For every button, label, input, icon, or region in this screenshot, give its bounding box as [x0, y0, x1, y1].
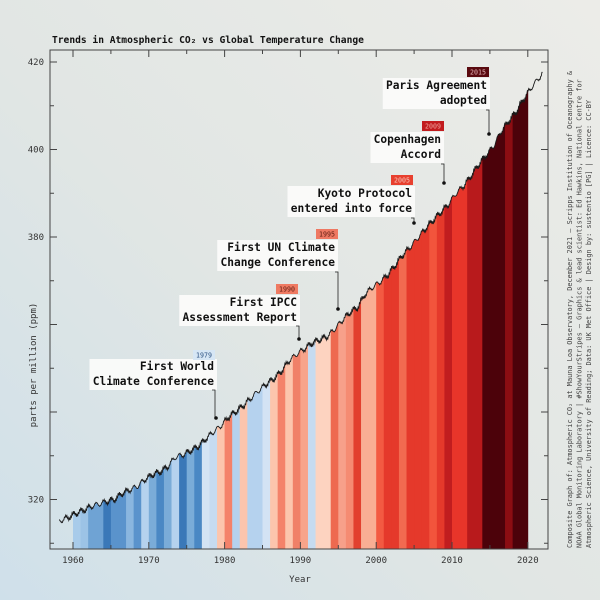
year-badge-text: 2009	[425, 123, 441, 131]
y-tick-labels: 420 400 380 320	[28, 58, 44, 506]
year-badge	[276, 284, 298, 294]
credit-line-2: NOAA Global Monitoring Laboratory | #Sho…	[576, 79, 584, 548]
annotation-line-2: Assessment Report	[182, 311, 297, 324]
credit-line-1: Composite Graph of: Atmospheric CO₂ at M…	[566, 70, 574, 548]
annotation-1990: First IPCC Assessment Report 1990	[179, 284, 301, 341]
year-badge	[422, 121, 444, 131]
annotation-label-bg	[89, 359, 217, 390]
annotation-line-1: First UN Climate	[227, 241, 335, 254]
stripe-2013	[474, 72, 483, 549]
year-badge	[467, 67, 489, 77]
y-tick-label: 320	[28, 496, 44, 506]
annotation-label-bg	[287, 186, 415, 217]
annotation-label-bg	[370, 132, 444, 163]
axis-ticks	[50, 50, 548, 549]
stripe-2001	[383, 72, 392, 549]
stripe-2010	[452, 72, 460, 549]
annotation-line-2: Change Conference	[220, 256, 335, 269]
x-tick-label: 1970	[138, 556, 160, 566]
year-badge-text: 1979	[196, 352, 212, 360]
annotation-line-1: First IPCC	[230, 296, 297, 309]
event-marker	[214, 416, 218, 420]
annotation-1995: First UN Climate Change Conference 1995	[217, 229, 340, 311]
stripe-1999	[368, 72, 377, 549]
leader-line	[486, 109, 490, 134]
stripe-2014	[482, 72, 491, 549]
co2-curve	[58, 71, 543, 524]
stripe-2003	[398, 72, 407, 549]
credits: Composite Graph of: Atmospheric CO₂ at M…	[566, 70, 593, 548]
annotation-2009: Copenhagen Accord 2009	[370, 121, 446, 185]
y-tick-label: 400	[28, 146, 44, 156]
stripe-2012	[467, 72, 476, 549]
annotation-2015: Paris Agreement adopted 2015	[382, 67, 491, 136]
y-tick-label: 380	[28, 233, 44, 243]
stripe-1998	[361, 72, 370, 549]
annotation-line-2: Accord	[401, 148, 441, 161]
stripe-2017	[505, 72, 514, 549]
stripe-2008	[436, 72, 445, 549]
year-badge-text: 2015	[470, 69, 486, 77]
annotation-2005: Kyoto Protocol entered into force 2005	[287, 175, 416, 225]
x-tick-label: 1980	[214, 556, 236, 566]
year-badge	[193, 350, 215, 360]
annotation-line-2: entered into force	[291, 202, 413, 215]
annotation-line-1: Paris Agreement	[386, 79, 487, 92]
year-badge-text: 1990	[279, 286, 295, 294]
annotation-label-bg	[382, 78, 490, 109]
year-badge	[391, 175, 413, 185]
plot-frame	[49, 49, 549, 550]
stripe-2019	[520, 72, 529, 549]
stripe-2007	[429, 72, 438, 549]
event-marker	[442, 181, 446, 185]
annotation-1979: First World Climate Conference 1979	[89, 350, 218, 420]
stripe-2009	[444, 72, 453, 549]
year-badge-text: 1995	[319, 231, 335, 239]
stripe-2006	[421, 72, 430, 549]
y-axis-label: parts per million (ppm)	[29, 303, 39, 428]
event-marker	[487, 132, 491, 136]
annotation-label-bg	[217, 240, 338, 271]
x-tick-label: 2010	[441, 556, 463, 566]
credit-line-3: Atmospheric Science, University of Readi…	[585, 99, 593, 548]
annotation-line-2: adopted	[440, 94, 487, 107]
year-badge-text: 2005	[394, 177, 410, 185]
x-tick-label: 2000	[365, 556, 387, 566]
stripe-2011	[459, 72, 468, 549]
stripe-2005	[414, 72, 423, 549]
annotation-line-2: Climate Conference	[93, 375, 215, 388]
annotation-line-1: Kyoto Protocol	[318, 187, 412, 200]
stripe-2015	[489, 72, 498, 549]
x-tick-label: 1990	[290, 556, 312, 566]
x-tick-label: 1960	[62, 556, 84, 566]
annotation-label-bg	[179, 295, 300, 326]
stripe-2016	[497, 72, 506, 549]
leader-line	[212, 389, 216, 418]
annotations: First World Climate Conference 1979 First I…	[89, 67, 491, 420]
x-tick-labels: 1960 1970 1980 1990 2000 2010 2020	[62, 556, 538, 566]
chart-title: Trends in Atmospheric CO₂ vs Global Temp…	[52, 34, 364, 46]
stripe-2000	[376, 72, 385, 549]
event-marker	[412, 221, 416, 225]
stripe-2004	[406, 72, 415, 549]
event-marker	[297, 337, 301, 341]
leader-line	[296, 325, 300, 339]
stripe-2002	[391, 72, 400, 549]
x-tick-label: 2020	[517, 556, 539, 566]
annotation-line-1: First World	[140, 360, 214, 373]
annotation-line-1: Copenhagen	[374, 133, 441, 146]
x-axis-label: Year	[289, 575, 311, 585]
y-tick-label: 420	[28, 58, 44, 68]
leader-line	[441, 163, 445, 183]
leader-line	[335, 271, 339, 309]
stripe-2018	[512, 72, 521, 549]
event-marker	[336, 307, 340, 311]
year-badge	[316, 229, 338, 239]
